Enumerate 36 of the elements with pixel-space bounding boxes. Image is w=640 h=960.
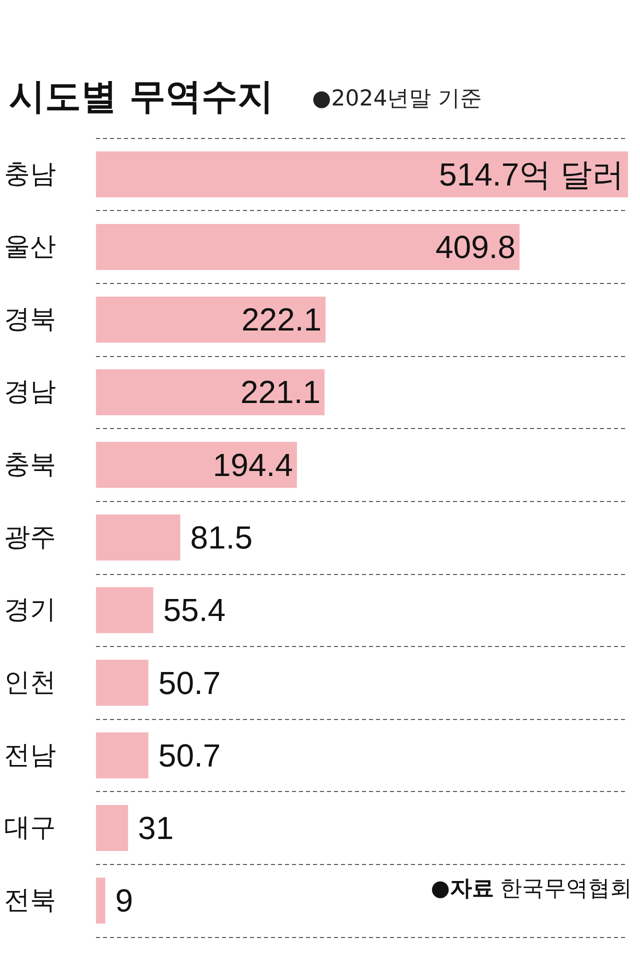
bar xyxy=(96,514,180,560)
bar xyxy=(96,151,628,198)
y-tick-label: 울산 xyxy=(4,232,56,262)
bar xyxy=(96,805,128,852)
y-tick-label: 충남 xyxy=(4,159,56,190)
bar xyxy=(96,587,154,634)
bar xyxy=(96,296,326,343)
chart-title: 시도별 무역수지 xyxy=(9,76,274,118)
y-tick-label: 인천 xyxy=(4,668,56,698)
data-label: 9 xyxy=(115,882,134,919)
data-label: 31 xyxy=(138,810,174,846)
y-tick-label: 충북 xyxy=(4,450,56,480)
data-label: 194.4 xyxy=(212,446,293,483)
y-tick-label: 전남 xyxy=(4,740,56,770)
bar xyxy=(96,660,148,706)
data-label: 221.1 xyxy=(240,374,321,410)
bar xyxy=(96,369,325,416)
y-tick-label: 전북 xyxy=(4,886,56,916)
data-label: 50.7 xyxy=(158,737,221,774)
data-label: 514.7억 달러 xyxy=(439,156,624,192)
y-tick-label: 경북 xyxy=(4,304,56,335)
y-tick-label: 경남 xyxy=(4,377,56,408)
data-label: 55.4 xyxy=(163,592,226,628)
bar xyxy=(96,224,520,270)
bar xyxy=(96,878,106,924)
y-tick-label: 경기 xyxy=(4,595,56,626)
data-label: 81.5 xyxy=(190,520,253,556)
data-label: 409.8 xyxy=(435,228,516,265)
data-label: 50.7 xyxy=(158,664,221,701)
bar xyxy=(96,732,148,778)
y-tick-label: 광주 xyxy=(4,522,56,552)
annotation: ●자료 한국무역협회 xyxy=(430,876,632,902)
chart-subtitle: ●2024년말 기준 xyxy=(312,86,482,112)
bar xyxy=(96,442,297,488)
data-label: 222.1 xyxy=(241,302,322,338)
y-tick-label: 대구 xyxy=(4,813,56,844)
